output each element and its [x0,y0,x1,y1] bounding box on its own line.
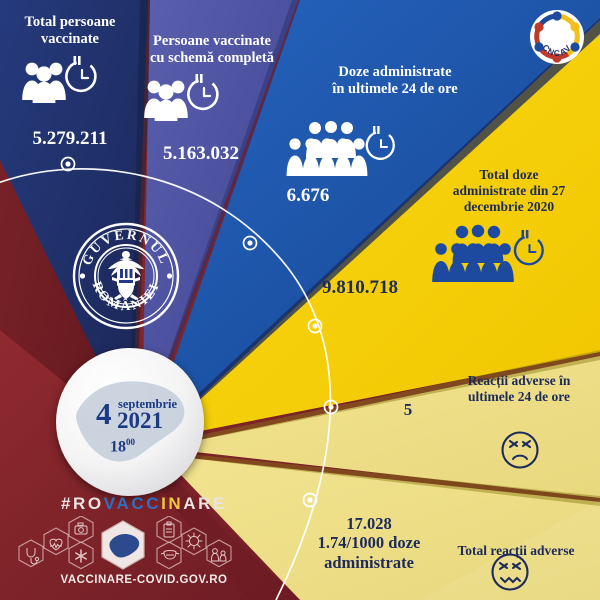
label-line: vaccinate [41,31,99,48]
arc-node [60,156,76,172]
panel-label-doses-24h: Doze administrate în ultimele 24 de ore [290,64,500,98]
label-line: Total persoane [24,14,116,30]
people-clock-icon [18,56,102,104]
panel-value-adverse-total: 17.028 1.74/1000 doze administrate [288,514,450,572]
panel-label-total-doses: Total doze administrate din 27 decembrie… [430,167,588,215]
panel-label-fully-vaccinated: Persoane vaccinate cu schemă completă [124,33,300,67]
label-line: administrate din 27 [452,182,566,198]
vaccine-vial-icon [68,516,94,544]
date-year: 2021 [117,408,163,433]
arc-node [302,492,318,508]
panel-value-doses-24h: 6.676 [286,185,330,206]
hour-minutes: 00 [126,437,135,447]
star-of-life-icon [68,541,94,570]
hashtag-part: #RO [61,494,104,513]
heart-ecg-icon [43,527,69,556]
medical-clipboard-icon [156,516,182,544]
hour-value: 18 [110,438,126,456]
label-line: în ultimele 24 de ore [332,81,458,98]
value-line: 1.74/1000 doze [317,533,421,553]
panel-value-total-doses: 9.810.718 [322,277,398,298]
crowd-clock-icon [283,118,395,180]
romania-map-icon [101,520,145,570]
arc-node [323,399,339,415]
label-line: Total doze [479,167,539,182]
arc-node [242,235,258,251]
label-line: cu schemă completă [149,50,275,67]
sad-face-icon [500,430,540,470]
panel-label-adverse-24h: Reacții adverse în ultimele 24 de ore [444,373,594,405]
confused-face-icon [490,552,530,592]
date-hour: 1800 [110,437,135,456]
date-bubble: 4 septembrie 2021 1800 [56,348,204,496]
label-line: Total reacții adverse [457,543,575,558]
crowd-clock-icon [428,222,544,286]
campaign-hashtag: #ROVACCINARE [18,494,270,514]
hashtag-part: VACC [103,494,162,513]
panel-label-total-vaccinated: Total persoane vaccinate [8,14,132,48]
family-icon [206,539,232,568]
government-seal: GUVERNUL ROMÂNIEI [72,222,180,330]
panel-value-fully-vaccinated: 5.163.032 [163,143,239,164]
date-day: 4 [96,396,112,431]
stethoscope-icon [18,539,44,568]
hashtag-part: ARE [183,494,227,513]
face-mask-icon [156,541,182,570]
label-line: ultimele 24 de ore [467,388,571,404]
label-line: Doze administrate [338,64,452,80]
label-line: Persoane vaccinate [153,33,271,49]
value-line: 17.028 [346,514,392,533]
cncav-logo-icon: CNCAV [528,8,586,66]
date-month: septembrie [118,397,178,411]
panel-value-total-vaccinated: 5.279.211 [32,128,108,149]
cncav-label: CNCAV [540,42,573,58]
label-line: Reacții adverse în [467,373,571,388]
virus-icon [181,527,207,556]
value-line: administrate [324,552,414,572]
hashtag-part: IN [161,494,184,513]
people-clock-icon [140,74,224,122]
label-line: decembrie 2020 [463,198,555,214]
arc-node [307,318,323,334]
campaign-url: VACCINARE-COVID.GOV.RO [60,574,228,586]
campaign-branding: #ROVACCINARE [18,494,270,594]
panel-value-adverse-24h: 5 [403,400,413,419]
romania-map-icon [76,381,185,462]
campaign-icon-row [18,516,232,570]
panel-label-adverse-total: Total reacții adverse [434,543,598,559]
